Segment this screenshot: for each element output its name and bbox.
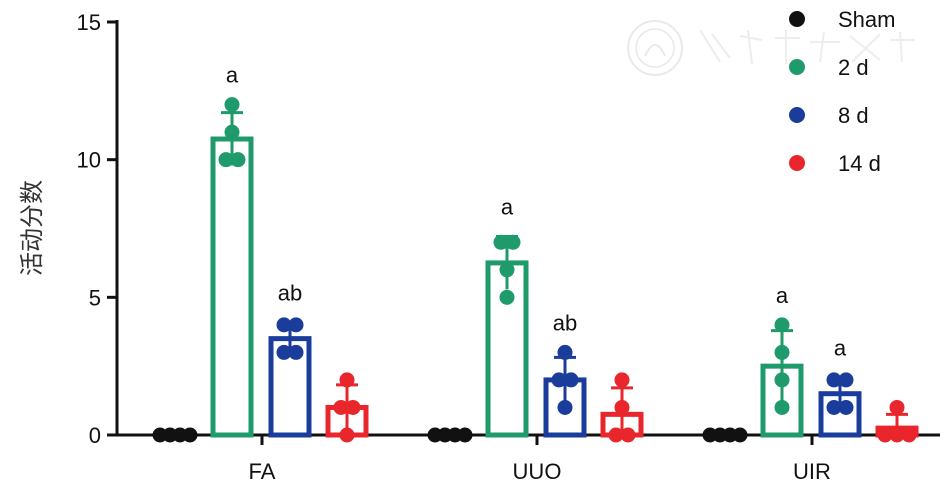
data-point (563, 372, 579, 388)
data-point (608, 427, 624, 443)
data-point (774, 344, 790, 360)
legend-marker (789, 11, 805, 27)
points-layer (152, 97, 917, 443)
data-point (551, 372, 567, 388)
data-point (620, 427, 636, 443)
data-point (557, 344, 573, 360)
data-point (889, 427, 905, 443)
data-point (493, 234, 509, 250)
data-point (218, 152, 234, 168)
data-point (877, 427, 893, 443)
data-point (288, 317, 304, 333)
x-tick-label: UIR (793, 459, 831, 484)
data-point (224, 97, 240, 113)
data-point (345, 399, 361, 415)
x-tick-label: UUO (513, 459, 562, 484)
data-point (774, 399, 790, 415)
legend-label: 2 d (838, 55, 869, 80)
x-tick-label: FA (249, 459, 276, 484)
legend-label: 8 d (838, 103, 869, 128)
significance-label: a (776, 283, 789, 308)
data-point (826, 372, 842, 388)
y-tick-label: 15 (77, 10, 101, 35)
data-point (826, 399, 842, 415)
data-point (339, 372, 355, 388)
legend-label: 14 d (838, 151, 881, 176)
data-point (499, 289, 515, 305)
data-point (614, 399, 630, 415)
legend-marker (789, 155, 805, 171)
watermark-logo (627, 20, 915, 76)
data-point (505, 234, 521, 250)
data-point (889, 399, 905, 415)
significance-label: ab (278, 281, 302, 306)
y-tick-label: 5 (89, 285, 101, 310)
significance-labels-layer: a a a ab ab a (226, 63, 847, 361)
legend-marker (789, 59, 805, 75)
data-point (339, 427, 355, 443)
significance-label: a (501, 194, 514, 219)
data-point (224, 124, 240, 140)
bar (760, 363, 804, 438)
data-point (901, 427, 917, 443)
data-point (288, 344, 304, 360)
legend-label: Sham (838, 7, 895, 32)
legend: Sham 2 d 8 d 14 d (789, 7, 895, 176)
y-tick-label: 0 (89, 423, 101, 448)
data-point (774, 372, 790, 388)
legend-marker (789, 107, 805, 123)
data-point (230, 152, 246, 168)
data-point (276, 317, 292, 333)
data-point (499, 262, 515, 278)
data-point (182, 427, 198, 443)
y-axis-label: 活动分数 (18, 180, 46, 276)
significance-label: a (834, 336, 847, 361)
data-point (838, 399, 854, 415)
data-point (774, 317, 790, 333)
y-tick-label: 10 (77, 148, 101, 173)
data-point (457, 427, 473, 443)
data-point (333, 399, 349, 415)
data-point (557, 399, 573, 415)
significance-label: a (226, 63, 239, 88)
significance-label: ab (553, 310, 577, 335)
data-point (614, 372, 630, 388)
data-point (732, 427, 748, 443)
data-point (838, 372, 854, 388)
errorbars-layer (221, 111, 908, 435)
data-point (276, 344, 292, 360)
bar (210, 136, 254, 438)
